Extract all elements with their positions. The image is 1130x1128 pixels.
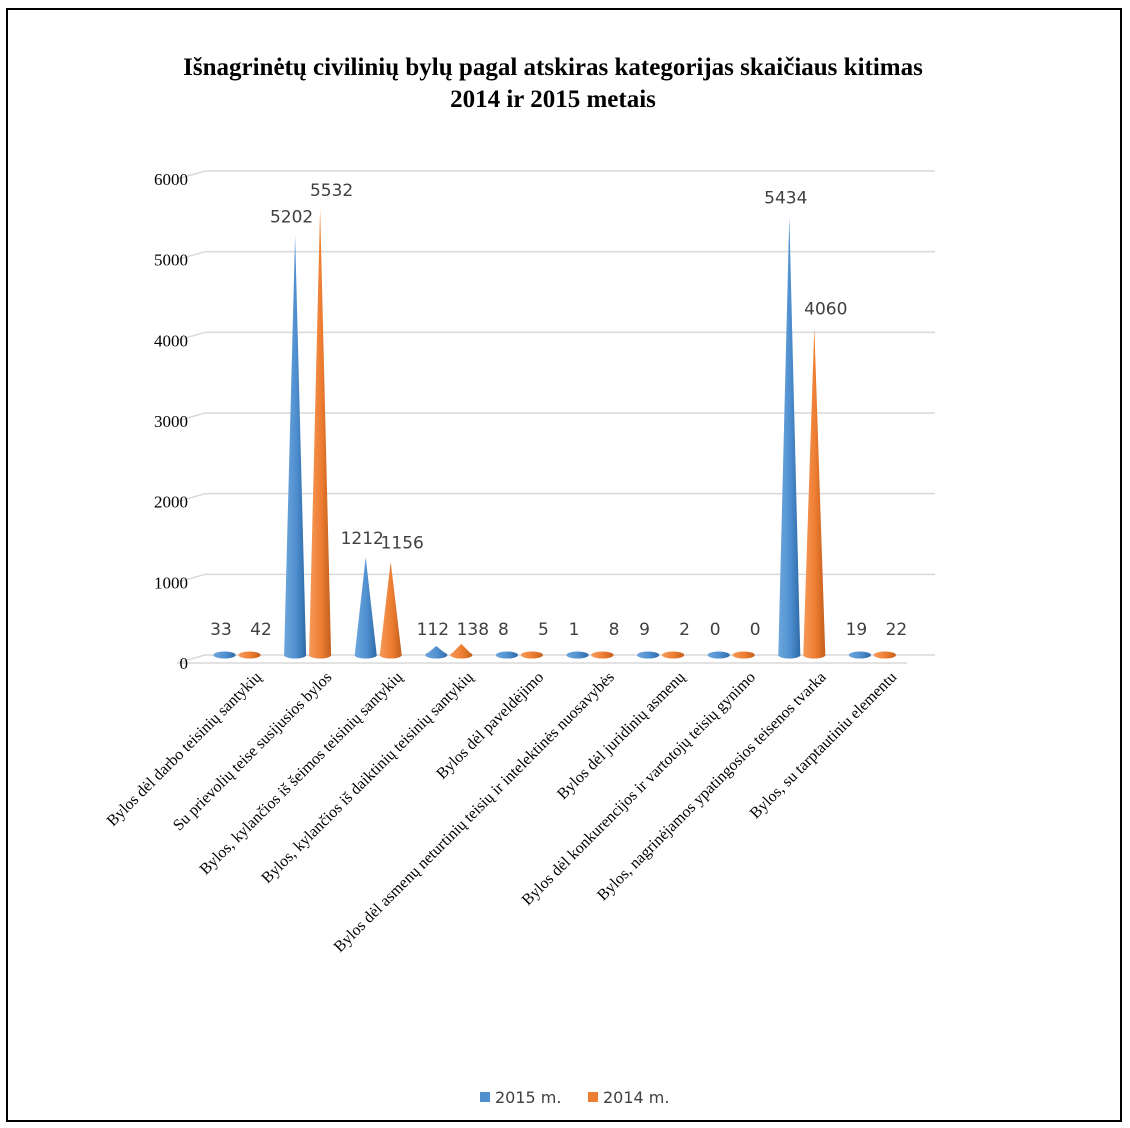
bar-2015: [354, 557, 377, 659]
y-tick-label: 0: [180, 654, 189, 673]
bar-2015: [637, 651, 660, 659]
bar-2015: [848, 651, 871, 659]
legend-item-2015: 2015 m.: [480, 1088, 561, 1107]
y-tick-label: 5000: [154, 251, 188, 270]
data-label: 2: [679, 620, 690, 640]
data-label: 8: [609, 620, 620, 640]
bar-2015: [566, 651, 589, 659]
legend-swatch: [480, 1092, 490, 1102]
bar-2014: [873, 651, 896, 659]
bar-2015: [707, 651, 730, 659]
gridline-depth: [176, 170, 206, 180]
bar-2014: [450, 643, 473, 659]
bar-2014: [591, 651, 614, 659]
gridline-depth: [176, 412, 206, 422]
legend-label: 2015 m.: [495, 1088, 561, 1107]
y-tick-label: 2000: [154, 493, 188, 512]
data-label: 5434: [764, 189, 807, 209]
bar-2015: [213, 651, 236, 659]
legend-item-2014: 2014 m.: [588, 1088, 669, 1107]
data-label: 42: [250, 620, 272, 640]
data-label: 138: [457, 620, 489, 640]
data-label: 1: [569, 620, 580, 640]
gridline-depth: [176, 331, 206, 342]
data-label: 0: [710, 620, 721, 640]
gridline-depth: [176, 250, 206, 261]
bar-2014: [662, 651, 685, 659]
data-label: 22: [886, 620, 908, 640]
data-label: 33: [210, 620, 232, 640]
bar-2014: [379, 561, 402, 659]
data-label: 0: [750, 620, 761, 640]
bar-2015: [425, 645, 448, 659]
y-tick-label: 4000: [154, 331, 188, 350]
data-label: 5202: [270, 207, 313, 227]
bar-2014: [520, 651, 543, 659]
x-tick-label: Bylos dėl darbo teisinių santykių: [104, 668, 266, 830]
data-label: 5: [538, 620, 549, 640]
data-label: 1212: [341, 529, 384, 549]
bar-2014: [732, 651, 755, 659]
gridline-depth: [176, 492, 206, 503]
gridline-depth: [176, 654, 206, 664]
data-label: 19: [846, 620, 868, 640]
y-tick-label: 1000: [154, 573, 188, 592]
bar-2014: [238, 651, 261, 659]
bar-2015: [495, 651, 518, 659]
data-label: 4060: [804, 299, 847, 319]
y-tick-label: 3000: [154, 412, 188, 431]
data-label: 9: [639, 620, 650, 640]
data-label: 5532: [310, 181, 353, 201]
gridline-depth: [176, 573, 206, 584]
data-label: 112: [417, 620, 449, 640]
x-tick-label: Bylos dėl konkurencijos ir vartotojų tei…: [519, 669, 759, 909]
data-label: 1156: [381, 534, 424, 554]
bar-2015: [778, 216, 801, 659]
bar-2014: [309, 208, 332, 659]
y-tick-label: 6000: [154, 170, 188, 189]
data-label: 8: [498, 620, 509, 640]
bar-2014: [803, 327, 826, 659]
x-tick-label: Bylos dėl juridinių asmenų: [554, 668, 689, 803]
x-tick-label: Bylos, su tarptautiniu elementu: [747, 669, 900, 822]
chart-title: Išnagrinėtų civilinių bylų pagal atskira…: [183, 54, 923, 81]
chart-subtitle: 2014 ir 2015 metais: [450, 86, 656, 113]
legend-label: 2014 m.: [603, 1088, 669, 1107]
chart-frame: [6, 8, 1122, 1122]
bar-2015: [284, 235, 307, 659]
legend-swatch: [588, 1092, 598, 1102]
